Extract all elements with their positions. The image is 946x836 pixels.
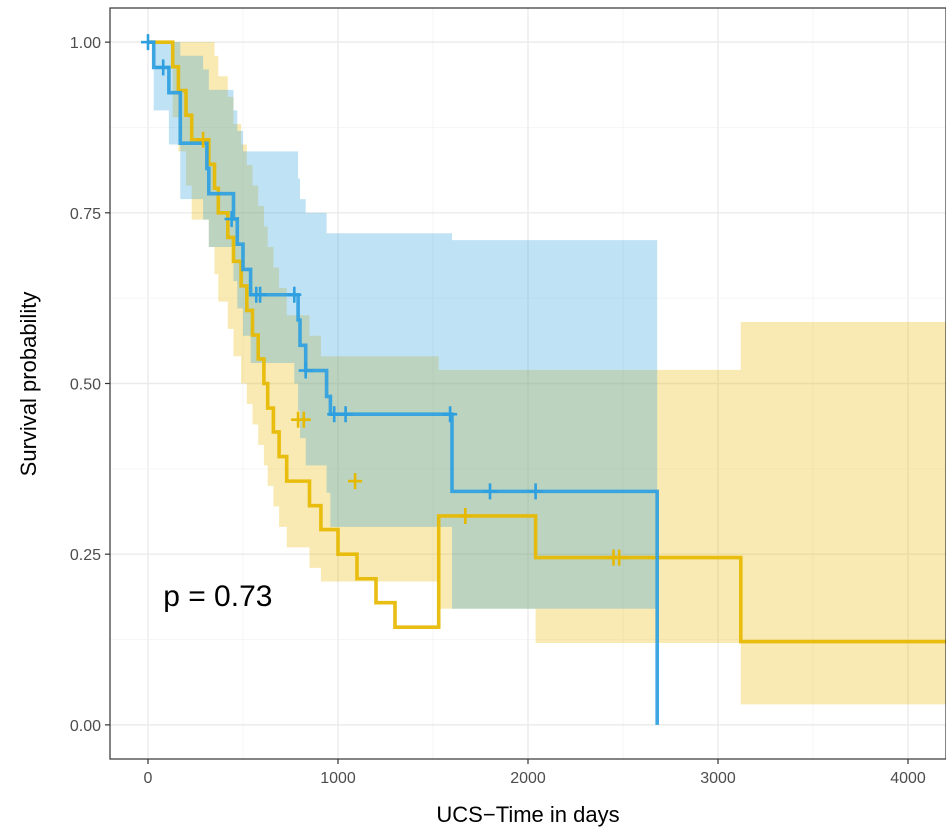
x-tick-label: 2000: [510, 770, 546, 787]
y-tick-label: 0.50: [70, 377, 101, 394]
confidence-band-1: [148, 42, 658, 609]
x-axis-title: UCS−Time in days: [436, 802, 619, 827]
grid-lines: [110, 8, 946, 759]
censor-marks: [141, 34, 627, 566]
x-tick-label: 3000: [700, 770, 736, 787]
confidence-band-0: [148, 42, 946, 705]
y-axis-title: Survival probability: [16, 292, 41, 477]
x-tick-label: 0: [144, 770, 153, 787]
survival-curve-0: [148, 40, 946, 644]
confidence-bands: [148, 42, 946, 705]
x-tick-label: 1000: [320, 770, 356, 787]
y-tick-label: 0.75: [70, 206, 101, 223]
survival-curves: [148, 40, 946, 725]
y-tick-label: 0.00: [70, 718, 101, 735]
y-tick-label: 0.25: [70, 547, 101, 564]
survival-curve-1: [148, 40, 659, 725]
y-axis: 0.00 0.25 0.50 0.75 1.00: [70, 35, 110, 735]
y-tick-label: 1.00: [70, 35, 101, 52]
x-tick-label: 4000: [890, 770, 926, 787]
p-value-annotation: p = 0.73: [163, 580, 272, 613]
x-axis: 0 1000 2000 3000 4000: [144, 759, 926, 787]
